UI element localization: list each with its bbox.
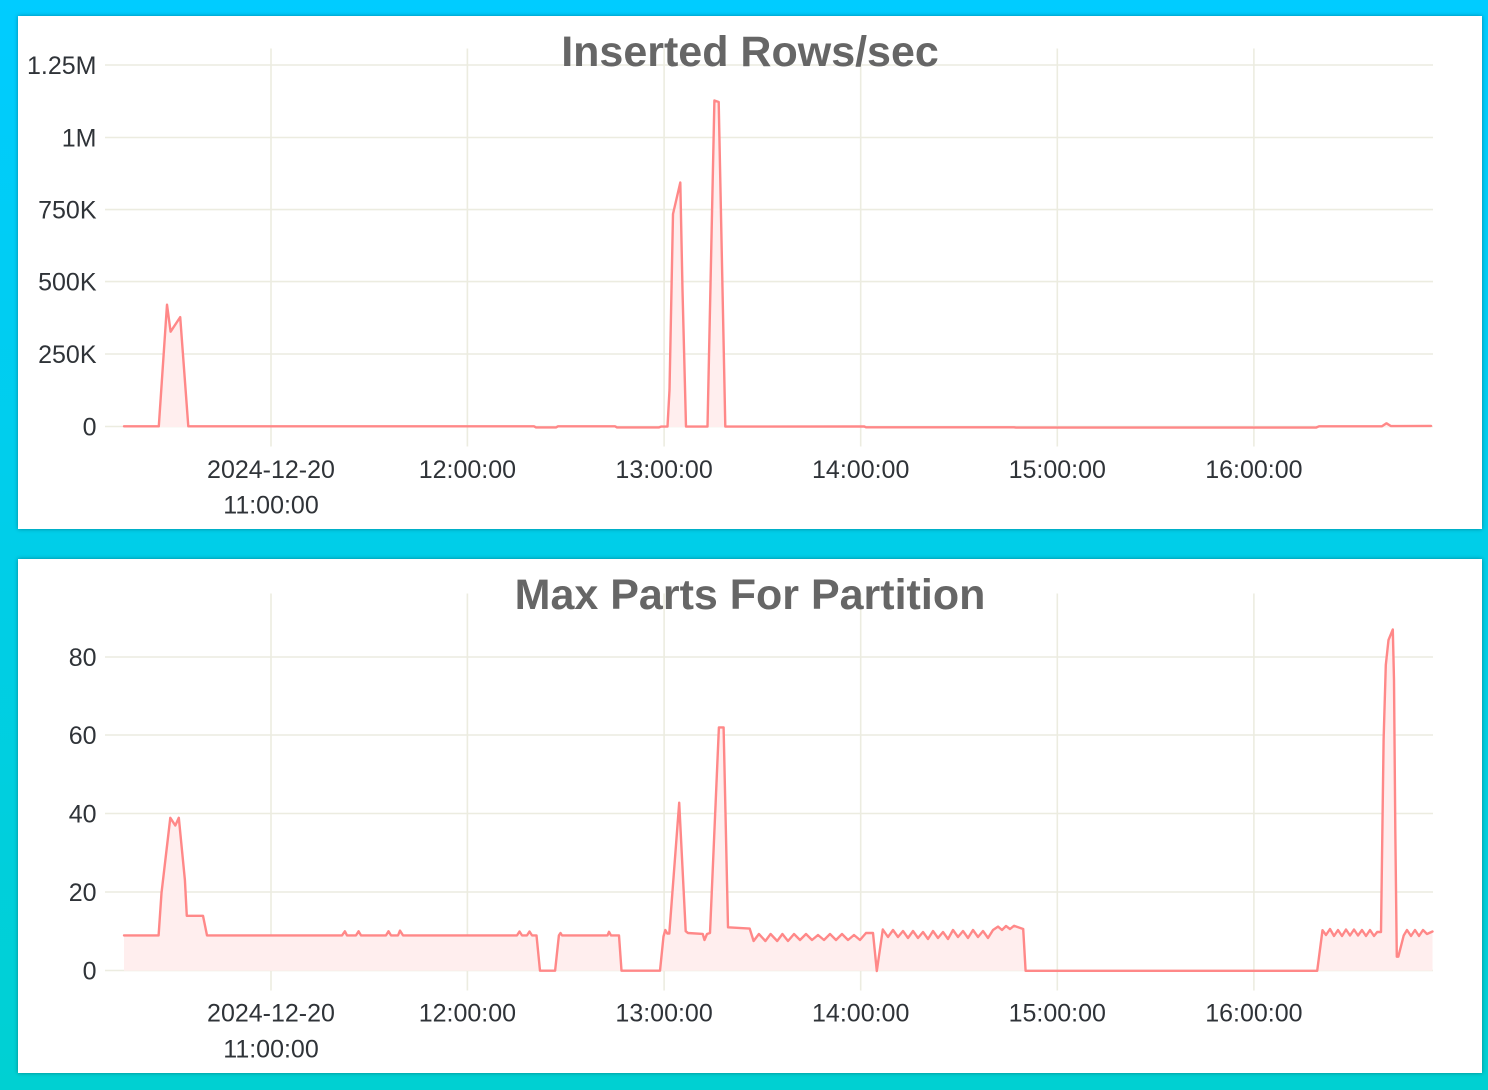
svg-text:1.25M: 1.25M	[27, 52, 96, 80]
svg-text:14:00:00: 14:00:00	[812, 456, 909, 484]
svg-text:13:00:00: 13:00:00	[615, 1000, 712, 1028]
svg-text:Inserted Rows/sec: Inserted Rows/sec	[561, 28, 939, 76]
svg-text:15:00:00: 15:00:00	[1009, 1000, 1106, 1028]
svg-text:12:00:00: 12:00:00	[419, 1000, 516, 1028]
svg-text:11:00:00: 11:00:00	[223, 492, 318, 520]
svg-text:40: 40	[69, 801, 97, 829]
svg-text:12:00:00: 12:00:00	[419, 456, 516, 484]
svg-text:16:00:00: 16:00:00	[1205, 456, 1302, 484]
svg-text:250K: 250K	[38, 341, 97, 369]
svg-text:500K: 500K	[38, 269, 97, 297]
svg-text:13:00:00: 13:00:00	[615, 456, 712, 484]
svg-text:20: 20	[69, 879, 97, 907]
svg-text:2024-12-20: 2024-12-20	[207, 456, 335, 484]
svg-text:1M: 1M	[62, 125, 97, 153]
svg-text:60: 60	[69, 722, 97, 750]
svg-text:0: 0	[83, 414, 97, 442]
svg-text:2024-12-20: 2024-12-20	[207, 1000, 335, 1028]
svg-text:15:00:00: 15:00:00	[1009, 456, 1106, 484]
svg-text:750K: 750K	[38, 197, 97, 225]
svg-text:80: 80	[69, 644, 97, 672]
svg-text:0: 0	[83, 958, 97, 986]
svg-text:Max Parts For Partition: Max Parts For Partition	[515, 571, 986, 619]
svg-text:16:00:00: 16:00:00	[1205, 1000, 1302, 1028]
svg-text:14:00:00: 14:00:00	[812, 1000, 909, 1028]
svg-text:11:00:00: 11:00:00	[223, 1036, 318, 1064]
